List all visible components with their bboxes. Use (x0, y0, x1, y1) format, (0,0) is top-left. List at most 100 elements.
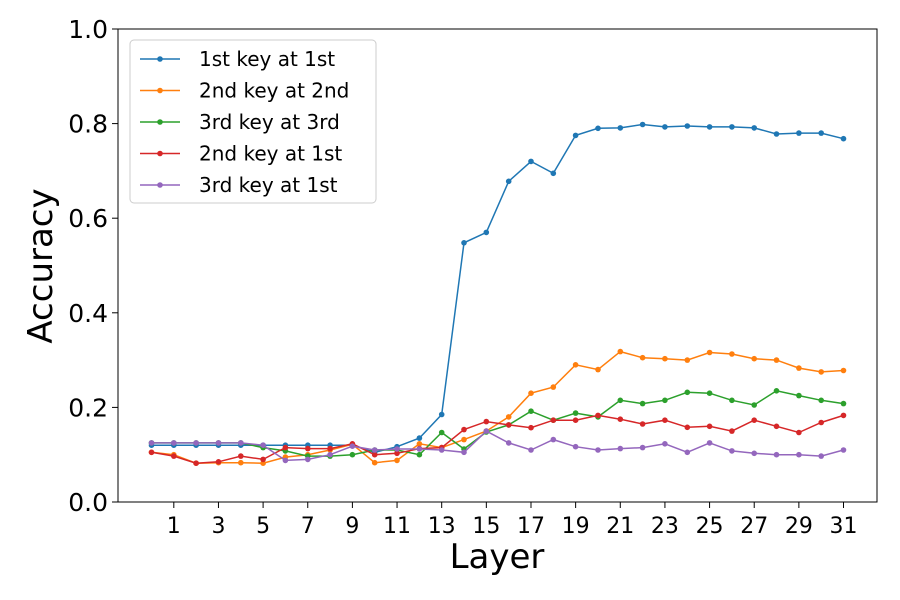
data-point (148, 440, 155, 446)
data-point (550, 436, 557, 443)
x-tick-label: 17 (517, 514, 545, 539)
data-point (818, 130, 824, 136)
chart-marks (148, 121, 847, 467)
legend-item: 3rd key at 3rd (140, 110, 340, 134)
data-point (773, 423, 780, 430)
data-point (639, 421, 646, 427)
data-point (840, 135, 847, 142)
x-tick-label: 13 (428, 514, 456, 539)
data-point (684, 389, 691, 396)
data-point (617, 445, 624, 452)
data-point (729, 351, 735, 357)
y-tick-label: 1.0 (68, 15, 108, 44)
legend-label: 1st key at 1st (199, 47, 335, 71)
data-point (773, 131, 780, 137)
x-axis-title: Layer (450, 537, 545, 577)
data-point (572, 417, 579, 424)
data-point (483, 418, 490, 425)
legend-marker (157, 182, 163, 188)
data-point (461, 449, 467, 456)
data-point (394, 457, 400, 464)
series-line (151, 430, 844, 462)
data-point (684, 357, 691, 363)
data-point (394, 446, 400, 452)
data-point (751, 355, 757, 362)
data-point (349, 451, 356, 458)
data-point (729, 124, 735, 130)
data-point (505, 440, 512, 446)
data-point (215, 440, 222, 446)
data-point (171, 453, 177, 459)
data-point (595, 366, 601, 373)
data-point (639, 444, 646, 451)
data-point (840, 412, 847, 419)
data-point (706, 423, 713, 430)
data-point (662, 441, 668, 447)
data-point (617, 125, 624, 131)
data-point (617, 348, 624, 355)
data-point (595, 125, 601, 132)
x-tick-label: 3 (211, 514, 225, 539)
legend-marker (157, 119, 163, 125)
data-point (215, 459, 222, 465)
y-tick-label: 0.2 (68, 393, 108, 422)
data-point (818, 453, 824, 459)
legend-marker (157, 56, 163, 62)
data-point (528, 447, 534, 453)
legend-item: 3rd key at 1st (140, 173, 338, 197)
data-point (662, 124, 668, 130)
data-point (416, 435, 423, 441)
y-tick-label: 0.6 (68, 204, 108, 233)
x-tick-label: 27 (740, 514, 768, 539)
data-point (193, 460, 199, 467)
data-point (550, 170, 557, 177)
data-point (662, 355, 668, 362)
legend-item: 1st key at 1st (140, 47, 335, 71)
data-point (818, 369, 824, 375)
data-point (461, 436, 467, 443)
data-point (706, 440, 713, 446)
data-point (617, 416, 624, 423)
legend-marker (157, 150, 163, 157)
series-line (151, 414, 844, 464)
x-tick-label: 9 (345, 514, 359, 539)
data-point (840, 400, 847, 407)
data-point (684, 449, 691, 456)
series-5 (148, 428, 847, 464)
data-point (238, 459, 244, 466)
data-point (416, 446, 423, 452)
legend-item: 2nd key at 1st (140, 142, 342, 166)
x-tick-label: 5 (256, 514, 270, 539)
data-point (773, 451, 780, 458)
data-point (238, 440, 244, 446)
data-point (550, 384, 557, 390)
series-4 (148, 412, 847, 467)
series-2 (148, 348, 847, 467)
legend: 1st key at 1st 2nd key at 2nd 3rd key at 3… (129, 39, 377, 204)
data-point (505, 422, 512, 428)
data-point (706, 124, 713, 130)
data-point (371, 451, 378, 458)
legend-box (129, 39, 377, 204)
data-point (528, 408, 534, 415)
data-point (461, 240, 467, 246)
legend-label: 2nd key at 1st (199, 142, 342, 166)
data-point (572, 132, 579, 139)
data-point (773, 357, 780, 363)
legend-marker (157, 87, 163, 94)
x-axis-ticks: 1 3 5 7 9 11 13 15 17 19 21 23 25 27 29 31 (167, 502, 858, 539)
data-point (260, 456, 266, 463)
data-point (528, 158, 534, 165)
y-tick-label: 0.8 (68, 110, 108, 139)
x-tick-label: 23 (651, 514, 679, 539)
legend-label: 2nd key at 2nd (199, 79, 349, 103)
data-point (840, 447, 847, 453)
data-point (550, 417, 557, 424)
data-point (796, 451, 802, 458)
data-point (171, 440, 177, 446)
data-point (148, 449, 155, 456)
data-point (684, 424, 691, 431)
data-point (193, 440, 199, 446)
data-point (394, 450, 400, 457)
